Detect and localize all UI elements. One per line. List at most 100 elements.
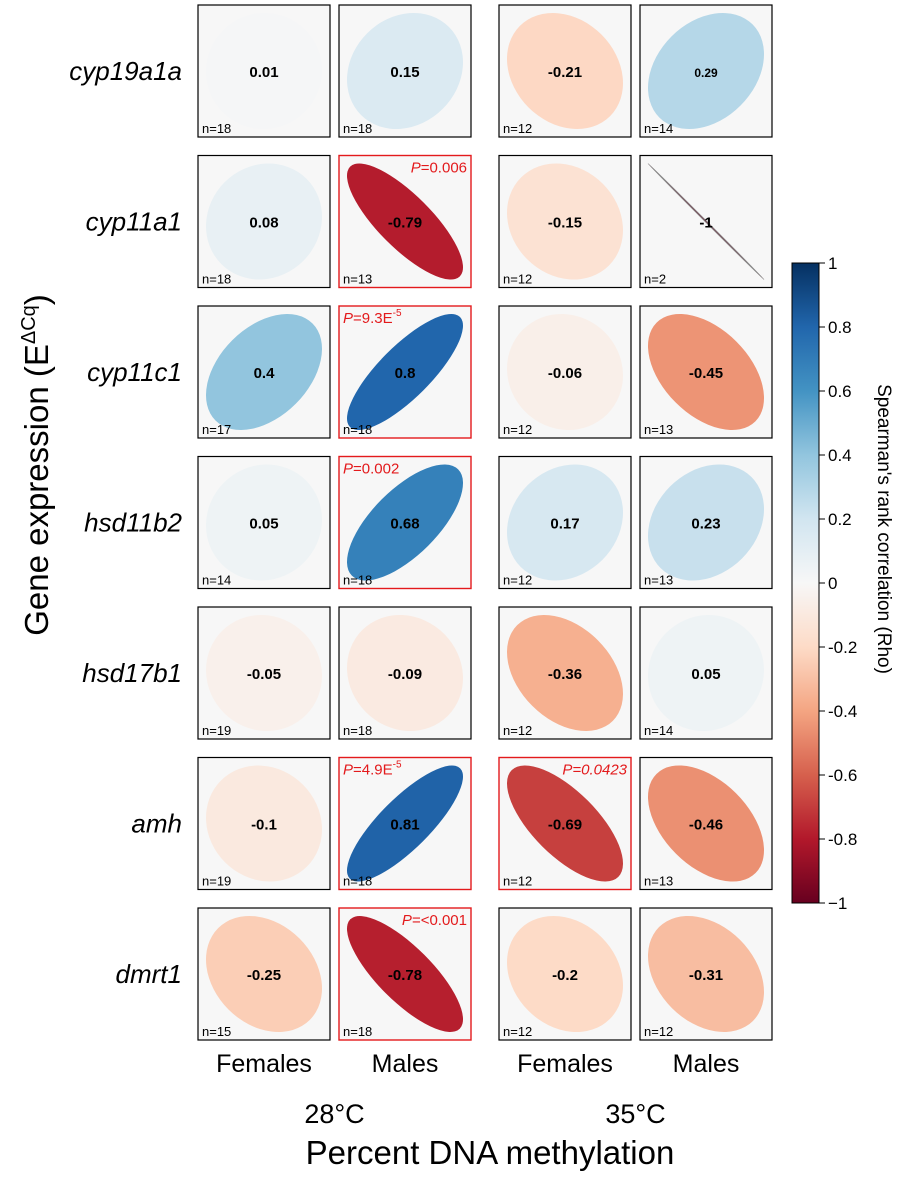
cell-cyp19a1a-0: 0.01 n=18: [197, 4, 331, 138]
cell-cyp11c1-3: -0.45 n=13: [639, 305, 773, 439]
n-count-label: n=12: [503, 573, 532, 588]
n-count-label: n=2: [644, 272, 666, 287]
rho-value-label: 0.05: [249, 516, 278, 533]
cell-hsd17b1-3: 0.05 n=14: [639, 606, 773, 740]
n-count-label: n=12: [503, 723, 532, 738]
n-count-label: n=18: [343, 874, 372, 889]
n-count-label: n=17: [202, 422, 231, 437]
temperature-group-label-0: 28°C: [304, 1099, 364, 1129]
correlation-ellipse: [506, 464, 623, 581]
x-axis-title: Percent DNA methylation: [306, 1134, 675, 1171]
p-value-label: P=9.3E-5: [343, 308, 402, 327]
column-label-0: Females: [216, 1050, 312, 1078]
cell-cyp11a1-3: -1 n=2: [639, 154, 773, 289]
correlation-ellipse: [347, 614, 464, 731]
n-count-label: n=12: [503, 121, 532, 136]
correlation-ellipse: [647, 916, 764, 1033]
rho-value-label: 0.68: [390, 516, 419, 533]
cell-amh-1: 0.81 n=18 P=4.9E-5: [338, 756, 472, 891]
y-axis-title: Gene expression (EΔCq): [18, 294, 55, 636]
p-value-label: P=4.9E-5: [343, 760, 402, 779]
correlation-ellipse: [347, 765, 464, 882]
cell-cyp11a1-2: -0.15 n=12: [498, 154, 632, 289]
correlation-ellipse: [507, 765, 624, 882]
cell-hsd17b1-2: -0.36 n=12: [498, 606, 632, 740]
rho-value-label: -0.79: [388, 215, 422, 232]
colorbar-gradient: [791, 262, 820, 904]
rho-value-label: 0.15: [390, 64, 419, 81]
correlation-ellipse: [206, 163, 322, 280]
rho-value-label: 0.17: [550, 516, 579, 533]
rho-value-label: -0.46: [689, 817, 723, 834]
colorbar-label: Spearman's rank correlation (Rho): [873, 384, 894, 674]
colorbar-tick-label: -0.6: [828, 766, 857, 785]
rho-value-label: -0.36: [548, 666, 582, 683]
colorbar-tick-label: -0.8: [828, 830, 857, 849]
cells-layer: 0.01 n=18 0.15 n=18 -0.21 n=12 0.29 n=14 0.08 n=1…: [197, 4, 773, 1041]
n-count-label: n=13: [644, 874, 673, 889]
n-count-label: n=13: [644, 422, 673, 437]
cell-amh-2: -0.69 n=12 P=0.0423: [498, 756, 632, 891]
column-labels: Females Males Females Males 28°C 35°C: [216, 1050, 739, 1129]
correlation-ellipse: [347, 12, 464, 129]
rho-value-label: 0.01: [249, 64, 278, 81]
n-count-label: n=14: [644, 121, 673, 136]
rho-value-label: -0.2: [552, 967, 578, 984]
colorbar-tick-label: 0.4: [828, 446, 852, 465]
n-count-label: n=12: [503, 422, 532, 437]
correlation-ellipse: [206, 12, 323, 129]
correlation-ellipse: [206, 464, 323, 581]
correlation-ellipse: [647, 13, 764, 130]
rho-value-label: -0.45: [689, 365, 723, 382]
correlation-ellipse: [507, 313, 623, 430]
p-value-label: P=0.0423: [562, 762, 627, 779]
cell-cyp11a1-1: -0.79 n=13 P=0.006: [338, 154, 472, 289]
colorbar: 1 0.8 0.6 0.4 0.2 0 -0.2 -0.4 -0.6 -0.8 −1: [791, 254, 857, 913]
row-labels: cyp19a1a cyp11a1 cyp11c1 hsd11b2 hsd17b1 amh d…: [69, 56, 182, 989]
rho-value-label: -1: [699, 215, 712, 232]
column-label-1: Males: [372, 1050, 439, 1078]
correlation-ellipse: [647, 464, 764, 581]
rho-value-label: -0.09: [388, 666, 422, 683]
row-label-hsd11b2: hsd11b2: [84, 508, 182, 538]
cell-cyp11c1-2: -0.06 n=12: [498, 305, 632, 439]
n-count-label: n=18: [202, 272, 231, 287]
n-count-label: n=19: [202, 723, 231, 738]
n-count-label: n=18: [343, 1024, 372, 1039]
rho-value-label: 0.05: [691, 666, 720, 683]
p-value-label: P=<0.001: [402, 912, 467, 929]
row-label-dmrt1: dmrt1: [116, 959, 182, 989]
cell-cyp11a1-0: 0.08 n=18: [197, 154, 331, 289]
p-value-label: P=0.006: [411, 160, 467, 177]
rho-value-label: 0.08: [249, 215, 278, 232]
row-label-cyp11a1: cyp11a1: [86, 207, 182, 237]
rho-value-label: 0.8: [395, 365, 416, 382]
rho-value-label: -0.05: [247, 666, 281, 683]
y-axis-title-superscript: ΔCq: [18, 305, 40, 344]
p-value-label: P=0.002: [343, 461, 399, 478]
correlation-ellipse: [506, 915, 623, 1032]
n-count-label: n=12: [503, 1024, 532, 1039]
n-count-label: n=13: [343, 272, 372, 287]
correlation-ellipse: [647, 765, 764, 882]
n-count-label: n=18: [343, 573, 372, 588]
rho-value-label: -0.31: [689, 967, 723, 984]
correlation-ellipse: [507, 163, 624, 280]
n-count-label: n=18: [202, 121, 231, 136]
n-count-label: n=15: [202, 1024, 231, 1039]
n-count-label: n=12: [503, 874, 532, 889]
correlation-ellipse: [206, 314, 322, 430]
cell-cyp11c1-1: 0.8 n=18 P=9.3E-5: [338, 305, 472, 439]
cell-hsd17b1-1: -0.09 n=18: [338, 606, 472, 740]
rho-value-label: -0.21: [548, 64, 582, 81]
cell-hsd11b2-0: 0.05 n=14: [197, 455, 331, 590]
colorbar-tick-label: −1: [828, 894, 847, 913]
n-count-label: n=14: [202, 573, 231, 588]
rho-value-label: -0.69: [548, 817, 582, 834]
colorbar-tick-label: -0.4: [828, 702, 857, 721]
colorbar-tick-label: 0.6: [828, 382, 852, 401]
n-count-label: n=13: [644, 573, 673, 588]
rho-value-label: -0.1: [251, 817, 277, 834]
correlation-ellipse: [206, 915, 323, 1032]
